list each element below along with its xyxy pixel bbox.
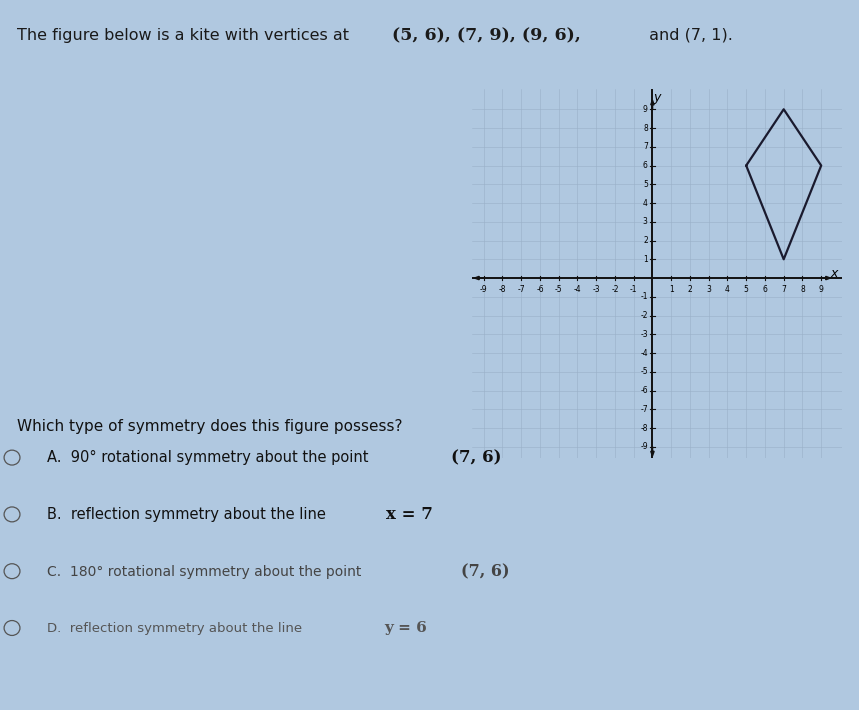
Text: y: y [654, 91, 661, 104]
Text: 6: 6 [763, 285, 767, 294]
Text: The figure below is a kite with vertices at: The figure below is a kite with vertices… [17, 28, 354, 43]
Text: B.  reflection symmetry about the line: B. reflection symmetry about the line [47, 507, 331, 523]
Text: D.  reflection symmetry about the line: D. reflection symmetry about the line [47, 622, 307, 635]
Text: 2: 2 [687, 285, 692, 294]
Text: Which type of symmetry does this figure possess?: Which type of symmetry does this figure … [17, 419, 403, 434]
Text: -5: -5 [640, 367, 648, 376]
Text: y = 6: y = 6 [384, 621, 427, 635]
Text: -5: -5 [555, 285, 563, 294]
Text: 5: 5 [643, 180, 648, 189]
Text: (5, 6), (7, 9), (9, 6),: (5, 6), (7, 9), (9, 6), [392, 27, 581, 44]
Text: 8: 8 [800, 285, 805, 294]
Text: -9: -9 [640, 442, 648, 452]
Text: 6: 6 [643, 161, 648, 170]
Text: 7: 7 [643, 142, 648, 151]
FancyArrow shape [821, 276, 831, 280]
Text: and (7, 1).: and (7, 1). [644, 28, 733, 43]
Text: x: x [831, 267, 838, 280]
Text: -7: -7 [517, 285, 525, 294]
Text: 5: 5 [744, 285, 749, 294]
Text: 2: 2 [643, 236, 648, 245]
Text: -3: -3 [640, 329, 648, 339]
FancyArrow shape [651, 447, 655, 456]
Text: 3: 3 [643, 217, 648, 226]
Text: -1: -1 [640, 293, 648, 301]
Text: -4: -4 [640, 349, 648, 358]
Text: 3: 3 [706, 285, 711, 294]
Text: -6: -6 [536, 285, 544, 294]
Text: 9: 9 [643, 105, 648, 114]
Text: -2: -2 [640, 311, 648, 320]
Text: -9: -9 [480, 285, 488, 294]
Text: x = 7: x = 7 [386, 506, 433, 523]
Text: -4: -4 [574, 285, 582, 294]
Text: -3: -3 [593, 285, 600, 294]
Text: C.  180° rotational symmetry about the point: C. 180° rotational symmetry about the po… [47, 564, 366, 579]
Text: -8: -8 [499, 285, 506, 294]
Text: -6: -6 [640, 386, 648, 395]
Text: 8: 8 [643, 124, 648, 133]
Text: 1: 1 [643, 255, 648, 264]
Text: -1: -1 [630, 285, 637, 294]
Text: 9: 9 [819, 285, 824, 294]
Text: (7, 6): (7, 6) [451, 449, 502, 466]
Text: (7, 6): (7, 6) [461, 563, 509, 580]
Text: 4: 4 [725, 285, 730, 294]
Text: 1: 1 [669, 285, 673, 294]
Text: A.  90° rotational symmetry about the point: A. 90° rotational symmetry about the poi… [47, 450, 374, 466]
Text: -2: -2 [612, 285, 618, 294]
FancyArrow shape [651, 100, 655, 109]
Text: 4: 4 [643, 199, 648, 207]
Text: 7: 7 [781, 285, 786, 294]
Text: -8: -8 [640, 424, 648, 432]
FancyArrow shape [474, 276, 484, 280]
Text: -7: -7 [640, 405, 648, 414]
